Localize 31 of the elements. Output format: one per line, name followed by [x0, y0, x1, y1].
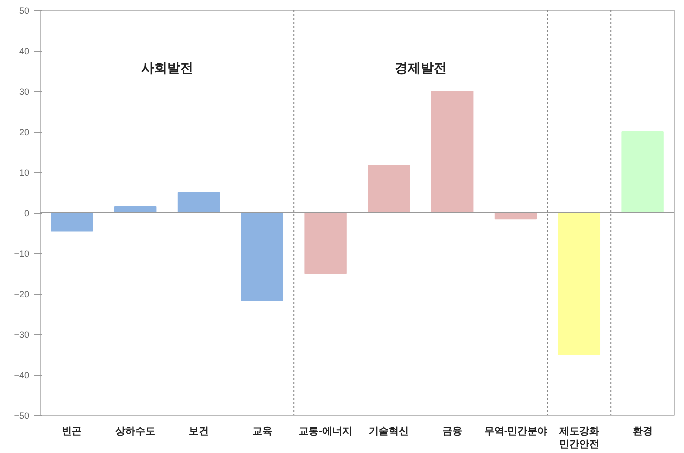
x-tick-label: 상하수도	[116, 426, 156, 438]
x-tick-label: 보건	[189, 426, 209, 438]
y-tick-label: 40	[19, 46, 30, 56]
bar	[304, 212, 347, 274]
y-tick-label: 50	[19, 6, 30, 16]
bar	[51, 212, 94, 232]
bar	[241, 212, 284, 302]
x-tick-label: 빈곤	[62, 426, 82, 438]
y-tick-label: −20	[14, 290, 30, 300]
bar	[368, 165, 410, 214]
bar	[622, 132, 664, 214]
y-tick-label: 20	[19, 128, 30, 138]
x-tick-label: 교육	[252, 426, 272, 438]
x-tick-label: 기술혁신	[369, 426, 410, 438]
annotation: 경제발전	[394, 60, 447, 76]
x-tick-label: 교통-에너지	[299, 426, 352, 438]
y-tick-label: −30	[14, 330, 30, 340]
x-tick-label: 금융	[442, 426, 463, 438]
x-tick-label: 제도강화 민간안전	[558, 426, 600, 451]
y-tick-label: 30	[19, 87, 30, 97]
y-tick-label: 10	[19, 168, 30, 178]
bar	[431, 91, 474, 214]
y-tick-label: −50	[14, 411, 30, 421]
y-tick-label: 0	[24, 208, 30, 218]
y-tick-label: −40	[14, 370, 30, 380]
annotation: 사회발전	[141, 60, 194, 76]
bar	[178, 192, 220, 214]
x-tick-label: 무역-민간분야	[484, 426, 548, 438]
bar	[558, 212, 601, 356]
x-tick-label: 환경	[632, 426, 653, 438]
y-tick-label: −10	[14, 249, 30, 259]
